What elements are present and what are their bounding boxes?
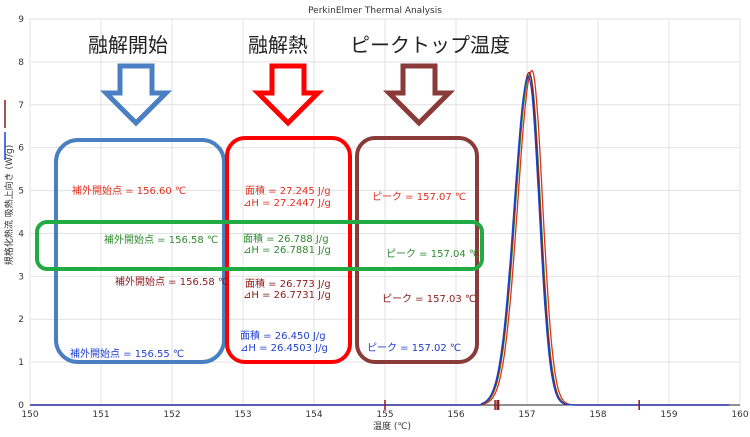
ann-area-red: 面積 = 27.245 J/g [245,184,331,197]
arrow-heat [251,63,325,127]
ann-onset-red: 補外開始点 = 156.60 ℃ [72,184,186,197]
ann-peak-blue: ピーク = 157.02 ℃ [367,342,461,354]
y-tick-label: 1 [18,358,24,368]
arrow-onset [99,63,173,127]
heading-peak: ピークトップ温度 [350,33,510,57]
ann-dh-green: ⊿H = 26.7881 J/g [243,245,331,256]
box-heat [225,136,352,364]
series-line [30,76,730,406]
series-group [30,69,730,406]
y-tick-label: 6 [18,144,24,154]
onset-markers [384,400,640,410]
ann-onset-green: 補外開始点 = 156.58 ℃ [104,233,218,246]
heading-heat: 融解熱 [248,33,308,57]
ann-peak-darkred: ピーク = 157.03 ℃ [382,293,476,305]
y-tick-label: 7 [18,101,24,111]
x-tick-label: 154 [305,410,322,420]
arrow-peak [382,63,456,127]
y-tick-label: 3 [18,272,24,282]
heading-onset: 融解開始 [88,33,168,57]
ann-onset-blue: 補外開始点 = 156.55 ℃ [70,347,184,360]
y-tick-label: 4 [18,229,24,239]
x-axis-title: 温度 (℃) [373,420,411,432]
ann-onset-darkred: 補外開始点 = 156.58 ℃ [115,275,229,288]
x-tick-label: 156 [447,410,464,420]
ann-dh-red: ⊿H = 27.2447 J/g [243,198,331,209]
y-tick-label: 8 [18,58,24,68]
y-tick-label: 5 [18,187,24,197]
y-tick-label: 0 [18,401,24,411]
y-tick-label: 2 [18,315,24,325]
y-tick-label: 9 [18,15,24,25]
x-tick-label: 158 [589,410,606,420]
x-tick-label: 152 [163,410,180,420]
ann-area-blue: 面積 = 26.450 J/g [240,329,326,342]
x-tick-label: 159 [660,410,677,420]
x-tick-label: 151 [92,410,109,420]
ann-dh-darkred: ⊿H = 26.7731 J/g [243,290,331,301]
ann-peak-red: ピーク = 157.07 ℃ [372,191,466,203]
ann-area-darkred: 面積 = 26.773 J/g [245,277,331,290]
x-tick-label: 155 [376,410,393,420]
ann-area-green: 面積 = 26.788 J/g [243,232,329,245]
chart-title: PerkinElmer Thermal Analysis [308,6,442,16]
x-tick-label: 150 [21,410,38,420]
x-tick-label: 160 [731,410,748,420]
box-onset [54,138,226,364]
tick-labels: 150 151 152 153 154 155 156 157 158 159 160 0 1 2 3 4 5 6… [18,15,749,420]
ann-peak-green: ピーク = 157.04 ℃ [386,248,480,260]
y-axis-title: 規格化熱流 吸熱上向き (W/g) [3,145,15,265]
box-peak [355,136,479,364]
ann-dh-blue: ⊿H = 26.4503 J/g [240,343,328,354]
x-tick-label: 157 [518,410,535,420]
x-tick-label: 153 [234,410,251,420]
box-highlight [35,220,484,271]
